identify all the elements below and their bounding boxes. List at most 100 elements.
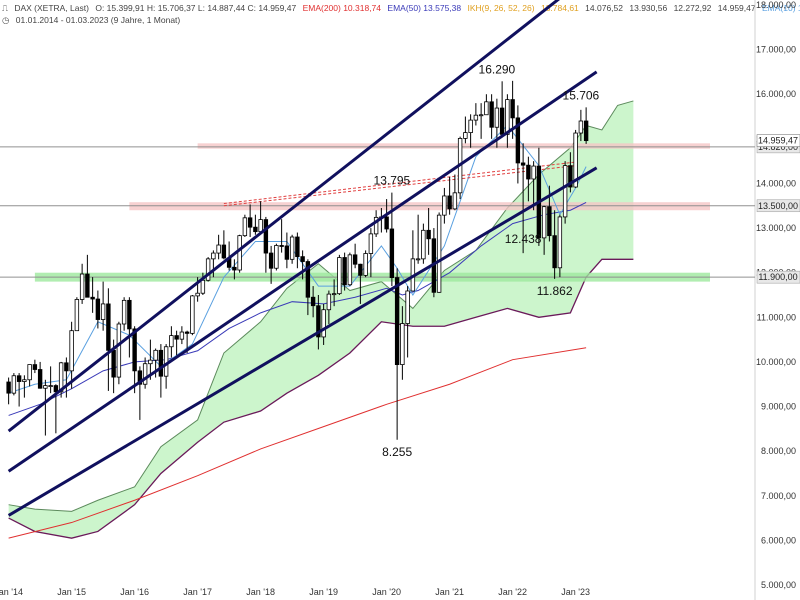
candle-body <box>321 309 326 338</box>
candle-body <box>473 114 479 121</box>
candle-body <box>505 99 510 135</box>
x-tick-label: Jan '16 <box>120 587 149 597</box>
hline-tag <box>756 199 800 213</box>
trendline[interactable] <box>7 70 598 473</box>
price-annotation: 13.795 <box>374 174 411 188</box>
candle-body <box>90 296 95 300</box>
candle-body <box>447 195 452 210</box>
candle-body <box>142 363 148 385</box>
x-tick-label: Jan '19 <box>309 587 338 597</box>
x-tick-label: Jan '17 <box>183 587 212 597</box>
candle-body <box>85 273 90 298</box>
candle-body <box>300 256 305 262</box>
price-annotation: 16.290 <box>479 62 516 76</box>
legend-ikh-value-1: 13.784,61 <box>540 3 579 13</box>
candle-body <box>48 385 53 387</box>
candle-body <box>442 195 447 216</box>
zone-red <box>197 143 710 149</box>
candle-body <box>400 323 405 365</box>
y-tick-label: 14.000,00 <box>756 178 796 188</box>
x-tick-label: Jan '22 <box>498 587 527 597</box>
candle-body <box>468 119 473 133</box>
candle-body <box>242 217 248 237</box>
legend-ikh[interactable]: IKH(9, 26, 52, 26) <box>467 3 535 13</box>
candle-body <box>415 258 421 261</box>
dashed-trendline <box>223 165 576 207</box>
candle-body <box>583 120 589 142</box>
candle-body <box>95 298 101 320</box>
clock-icon: ◷ <box>2 15 10 25</box>
chart-type-icon: ⎍ <box>2 3 8 13</box>
candle-body <box>373 216 379 235</box>
candle-body <box>69 330 74 372</box>
hline-tag-label: 13.500,00 <box>758 201 798 211</box>
candle-body <box>426 229 431 240</box>
candle-body <box>137 370 143 385</box>
last-price-tag <box>756 134 800 147</box>
candle-body <box>562 165 568 218</box>
candle-body <box>179 331 185 340</box>
candle-body <box>169 335 174 348</box>
legend-symbol: DAX (XETRA, Last) <box>14 3 89 13</box>
legend-ohlc: O: 15.399,91 H: 15.706,37 L: 14.887,44 C… <box>95 3 297 13</box>
candle-body <box>268 252 274 269</box>
candle-body <box>22 379 27 382</box>
candle-body <box>216 244 221 254</box>
y-tick-label: 7.000,00 <box>761 491 796 501</box>
candle-body <box>106 303 111 351</box>
y-tick-label: 10.000,00 <box>756 357 796 367</box>
candle-body <box>389 228 395 279</box>
trendline[interactable] <box>7 166 598 517</box>
candle-body <box>394 277 400 366</box>
last-price-label: 14.959,47 <box>758 136 798 146</box>
candle-body <box>79 273 85 300</box>
candle-body <box>153 349 158 361</box>
ichimoku-cloud <box>8 100 634 539</box>
candle-body <box>6 381 11 394</box>
candle-body <box>347 254 353 286</box>
candle-body <box>520 162 526 166</box>
candle-body <box>499 107 505 135</box>
candle-body <box>541 206 547 239</box>
candle-body <box>573 132 578 188</box>
legend-ema200[interactable]: EMA(200) 10.318,74 <box>302 3 382 13</box>
candle-body <box>174 335 179 340</box>
legend-ema10[interactable]: EMA(10) 14.377,75 <box>761 3 800 13</box>
y-tick-label: 13.000,00 <box>756 223 796 233</box>
y-tick-label: 5.000,00 <box>761 580 796 590</box>
candle-body <box>557 216 563 269</box>
candle-body <box>289 236 295 260</box>
candle-body <box>200 279 206 294</box>
candle-body <box>232 266 237 271</box>
candle-body <box>421 229 426 260</box>
y-tick-label: 6.000,00 <box>761 535 796 545</box>
y-tick-label: 11.000,00 <box>757 312 796 322</box>
candle-body <box>43 385 48 389</box>
y-tick-label: 16.000,00 <box>756 89 796 99</box>
legend-ema50[interactable]: EMA(50) 13.575,38 <box>387 3 462 13</box>
candle-body <box>358 263 363 276</box>
candle-body <box>284 245 290 260</box>
x-tick-label: Jan '15 <box>57 587 86 597</box>
candle-body <box>494 107 500 128</box>
candle-body <box>205 258 211 281</box>
candle-body <box>363 253 368 276</box>
trendline[interactable] <box>7 0 597 433</box>
candle-body <box>11 375 17 394</box>
candle-body <box>111 349 116 378</box>
candle-body <box>121 299 127 325</box>
candle-body <box>158 349 164 377</box>
candle-body <box>342 257 347 286</box>
cloud-span-b-line <box>8 258 634 539</box>
candle-body <box>116 323 122 378</box>
candle-body <box>190 295 195 334</box>
candle-body <box>132 328 137 372</box>
candle-body <box>578 120 584 134</box>
candle-body <box>510 99 515 119</box>
candle-body <box>100 303 106 320</box>
x-tick-label: Jan '14 <box>0 587 23 597</box>
ema200-line <box>8 347 587 539</box>
candle-body <box>163 346 169 377</box>
candle-body <box>32 364 38 370</box>
